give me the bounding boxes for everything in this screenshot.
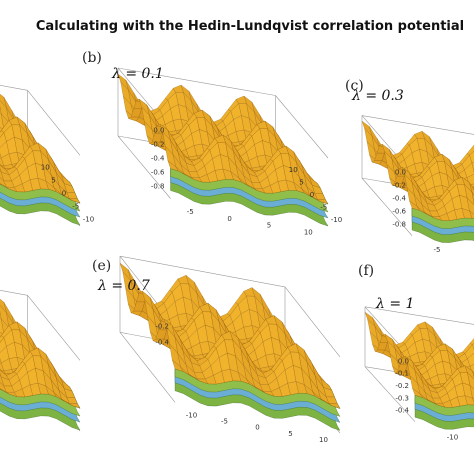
lambda-label: λ = 1 (375, 296, 414, 312)
z-tick-label: 0.0 (398, 357, 409, 365)
surface-cell (464, 344, 474, 359)
surface-cell (328, 403, 341, 409)
surface-cell (317, 199, 329, 205)
z-tick-label: -0.6 (392, 207, 406, 215)
lambda-label: λ = 0.1 (111, 66, 164, 82)
x-tick-label: 0 (227, 215, 231, 223)
x-tick-label: 5 (288, 430, 292, 438)
lambda-label: λ = 0.3 (351, 88, 404, 104)
plot-box (364, 306, 474, 325)
z-tick-label: -0.1 (395, 370, 409, 378)
surface-cell (464, 162, 474, 178)
panel-label: (b) (82, 50, 102, 66)
y-tick-label: 10 (289, 166, 298, 174)
z-tick-label: -0.8 (151, 183, 165, 191)
surface-plot (0, 85, 81, 227)
surface-plot (117, 67, 329, 227)
z-tick-label: -0.2 (155, 323, 169, 331)
surface-plot (364, 306, 474, 430)
x-tick-label: -5 (187, 208, 194, 216)
y-tick-label: 0 (310, 191, 314, 199)
surface-plot (0, 290, 81, 432)
z-tick-label: -0.4 (395, 407, 409, 415)
plot-box (117, 67, 276, 96)
surface-plot (119, 255, 341, 434)
surface-cell (467, 372, 474, 390)
surface-cell (467, 352, 474, 367)
x-tick-label: 10 (319, 436, 328, 444)
y-tick-label: -5 (72, 203, 79, 211)
plot-box (119, 255, 286, 288)
lambda-label: λ = 0.7 (97, 278, 150, 294)
z-tick-label: -0.2 (151, 141, 165, 149)
plot-box (0, 290, 28, 296)
plot-box (27, 90, 81, 156)
z-tick-label: -0.3 (395, 394, 409, 402)
surface-cell (464, 183, 474, 206)
surface-cell (469, 182, 474, 196)
x-tick-label: -5 (221, 418, 228, 426)
y-tick-label: 5 (299, 178, 303, 186)
surface-layer (414, 395, 474, 416)
z-tick-label: -0.4 (151, 155, 165, 163)
x-tick-label: 10 (304, 229, 313, 237)
plot-box (117, 135, 171, 199)
plot-box (27, 295, 81, 361)
panel-label: (e) (92, 258, 111, 274)
y-tick-label: 0 (62, 190, 66, 198)
x-tick-label: -10 (186, 411, 197, 419)
plot-box (364, 366, 416, 422)
plot-box (119, 332, 176, 403)
plot-box (361, 115, 474, 135)
plot-box (284, 286, 341, 358)
surface-cell (469, 385, 474, 400)
plot-box (361, 177, 413, 236)
z-tick-label: 0.0 (153, 127, 164, 135)
z-tick-label: -0.2 (395, 382, 409, 390)
y-tick-label: 10 (41, 164, 50, 172)
z-tick-label: -0.4 (392, 195, 406, 203)
surface-cell (466, 197, 474, 215)
x-tick-label: 5 (267, 222, 271, 230)
x-tick-label: -10 (447, 434, 458, 442)
x-tick-label: 0 (255, 424, 259, 432)
surface-cell (69, 403, 81, 409)
surface-plot (361, 115, 474, 243)
surface-cell (469, 210, 474, 219)
panel-label: (f) (358, 263, 374, 279)
z-tick-label: -0.6 (151, 169, 165, 177)
surface-cell (464, 395, 474, 406)
x-tick-label: -5 (434, 246, 441, 254)
z-tick-label: -0.4 (155, 338, 169, 346)
panel-label: (c) (345, 78, 364, 94)
plot-box (275, 95, 329, 159)
z-tick-label: -0.2 (392, 182, 406, 190)
surface-cell (469, 150, 474, 164)
figure-title: Calculating with the Hedin-Lundqvist cor… (36, 19, 464, 34)
surface-cell (69, 198, 81, 204)
y-tick-label: -10 (83, 216, 94, 224)
plot-box (0, 85, 28, 91)
y-tick-label: -10 (331, 216, 342, 224)
y-tick-label: -5 (320, 203, 327, 211)
surface-layer (411, 207, 474, 229)
y-tick-label: 5 (51, 177, 55, 185)
z-tick-label: 0.0 (395, 169, 406, 177)
z-tick-label: -0.8 (392, 220, 406, 228)
surface-cell (464, 365, 474, 380)
surface-cell (469, 338, 474, 345)
